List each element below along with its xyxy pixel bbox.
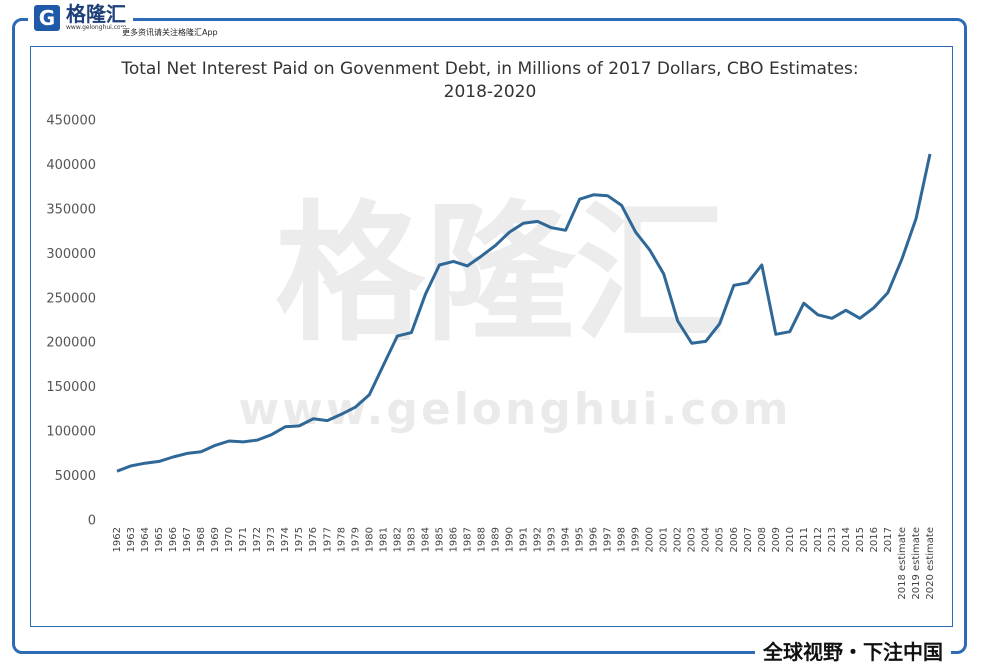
x-tick-label: 1985	[434, 527, 445, 552]
logo: G 格隆汇 www.gelonghui.com	[28, 4, 133, 31]
x-tick-label: 1962	[112, 527, 123, 552]
logo-icon: G	[34, 4, 60, 31]
x-tick-label: 1969	[210, 527, 221, 552]
y-tick-label: 350000	[46, 202, 96, 217]
y-tick-label: 400000	[46, 158, 96, 173]
x-tick-label: 2001	[659, 527, 670, 552]
chart-border	[30, 46, 953, 627]
x-tick-label: 2006	[729, 527, 740, 552]
x-tick-label: 1999	[631, 527, 642, 552]
x-tick-label: 2012	[813, 527, 824, 552]
logo-text: 格隆汇 www.gelonghui.com	[66, 4, 127, 31]
data-line	[116, 153, 932, 473]
x-tick-label: 1994	[561, 527, 572, 552]
x-tick-label: 1978	[336, 527, 347, 552]
x-tick-label: 2013	[827, 527, 838, 552]
x-tick-label: 2007	[743, 527, 754, 552]
x-tick-label: 1977	[322, 527, 333, 552]
x-tick-label: 2002	[673, 527, 684, 552]
x-tick-label: 1968	[196, 527, 207, 552]
x-tick-label: 1972	[252, 527, 263, 552]
frame	[12, 18, 967, 654]
x-tick-label: 1984	[420, 527, 431, 552]
x-tick-label: 2009	[771, 527, 782, 552]
x-tick-label: 1970	[224, 527, 235, 552]
x-tick-label: 2010	[785, 527, 796, 552]
x-tick-label: 1979	[350, 527, 361, 552]
y-tick-label: 250000	[46, 291, 96, 306]
y-tick-label: 200000	[46, 336, 96, 351]
y-tick-label: 0	[88, 514, 96, 529]
x-tick-label: 1986	[448, 527, 459, 552]
x-tick-label: 1995	[575, 527, 586, 552]
x-tick-label: 1993	[547, 527, 558, 552]
watermark: 格隆汇	[275, 188, 725, 362]
x-tick-label: 2019 estimate	[911, 527, 922, 600]
x-tick-label: 1974	[280, 527, 291, 552]
x-tick-label: 2005	[715, 527, 726, 552]
y-tick-label: 100000	[46, 425, 96, 440]
x-tick-label: 1996	[589, 527, 600, 552]
x-tick-label: 1988	[476, 527, 487, 552]
logo-url: www.gelonghui.com	[66, 24, 127, 31]
x-tick-label: 1967	[182, 527, 193, 552]
y-tick-label: 150000	[46, 380, 96, 395]
x-tick-label: 1973	[266, 527, 277, 552]
logo-name: 格隆汇	[66, 2, 126, 26]
x-tick-label: 1987	[462, 527, 473, 552]
x-tick-label: 2015	[855, 527, 866, 552]
y-tick-label: 450000	[46, 114, 96, 129]
x-tick-label: 2003	[687, 527, 698, 552]
x-tick-label: 1965	[154, 527, 165, 552]
x-tick-label: 1998	[617, 527, 628, 552]
x-tick-label: 1983	[406, 527, 417, 552]
x-tick-label: 1966	[168, 527, 179, 552]
x-tick-label: 2016	[869, 527, 880, 552]
x-tick-label: 2020 estimate	[925, 527, 936, 600]
x-tick-label: 1971	[238, 527, 249, 552]
x-tick-label: 1964	[140, 527, 151, 552]
x-tick-label: 2008	[757, 527, 768, 552]
x-tick-label: 1982	[392, 527, 403, 552]
x-tick-label: 2017	[883, 527, 894, 552]
x-tick-label: 2004	[701, 527, 712, 552]
watermark-url: www.gelonghui.com	[239, 384, 792, 435]
x-tick-label: 2011	[799, 527, 810, 552]
x-tick-label: 1992	[533, 527, 544, 552]
x-tick-label: 1997	[603, 527, 614, 552]
chart-title: Total Net Interest Paid on Govenment Deb…	[121, 59, 859, 102]
x-tick-label: 1991	[519, 527, 530, 552]
y-tick-label: 50000	[55, 469, 96, 484]
x-tick-label: 1990	[504, 527, 515, 552]
y-tick-label: 300000	[46, 247, 96, 262]
x-tick-label: 2014	[841, 527, 852, 552]
x-tick-label: 1975	[294, 527, 305, 552]
x-tick-label: 1980	[364, 527, 375, 552]
x-tick-label: 1976	[308, 527, 319, 552]
slogan: 全球视野・下注中国	[755, 636, 951, 665]
x-tick-label: 1989	[490, 527, 501, 552]
x-tick-label: 1963	[126, 527, 137, 552]
x-tick-label: 1981	[378, 527, 389, 552]
tagline: 更多资讯请关注格隆汇App	[120, 27, 220, 38]
x-tick-label: 2018 estimate	[897, 527, 908, 600]
x-tick-label: 2000	[645, 527, 656, 552]
